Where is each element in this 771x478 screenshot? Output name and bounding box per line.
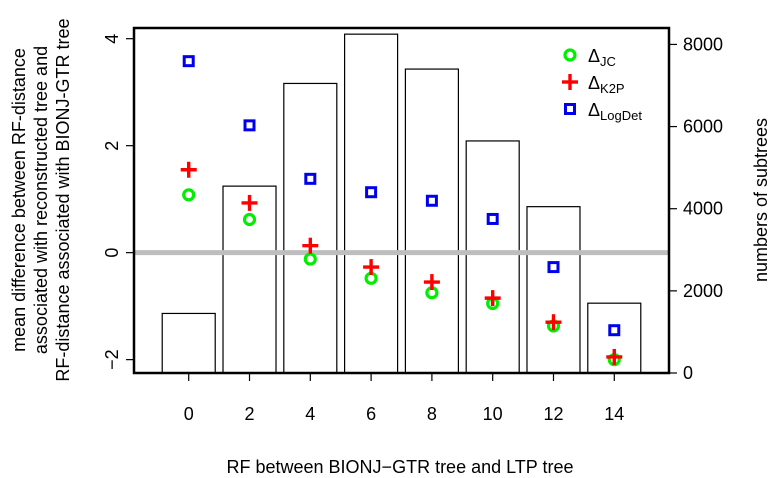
points-layer	[180, 55, 623, 367]
y-left-tick-label--2: −2	[102, 349, 122, 370]
series-k2p	[180, 161, 623, 365]
legend-subscript-k2p: K2P	[600, 81, 625, 96]
point-k2p-4	[302, 237, 319, 254]
point-jc-2	[242, 212, 257, 227]
y-left-tick-label-2: 2	[102, 141, 122, 151]
legend-marker-jc	[563, 48, 577, 62]
point-k2p-8	[423, 274, 440, 291]
bar-6	[344, 33, 399, 374]
y-axis-left-label-line-2: associated with reconstructed tree and	[31, 46, 51, 354]
point-logdet-0	[182, 55, 195, 68]
point-k2p-0	[180, 161, 197, 178]
bar-4	[283, 82, 338, 374]
x-axis: 0 2 4 6 8 10 12 14	[184, 373, 624, 424]
x-tick-label-0: 0	[184, 404, 194, 424]
y-left-tick-label-0: 0	[102, 248, 122, 258]
legend-subscript-jc: JC	[600, 54, 616, 69]
legend-subscript-logdet: LogDet	[600, 108, 642, 123]
legend-label-logdet: ΔLogDet	[588, 100, 642, 123]
x-tick-label-2: 2	[245, 404, 255, 424]
x-tick-label-6: 6	[366, 404, 376, 424]
y-right-tick-label-2000: 2000	[683, 281, 723, 301]
legend-label-jc: ΔJC	[588, 46, 616, 69]
point-k2p-10	[484, 290, 501, 307]
bar-12	[526, 206, 581, 374]
legend-marker-logdet	[564, 103, 576, 115]
point-logdet-6	[365, 186, 378, 199]
point-k2p-6	[363, 259, 380, 276]
legend-item-k2p: ΔK2P	[562, 73, 625, 96]
y-axis-left: −2 0 2 4	[102, 34, 134, 370]
point-logdet-4	[304, 172, 317, 185]
x-tick-label-12: 12	[543, 404, 563, 424]
point-k2p-14	[606, 348, 623, 365]
x-axis-label: RF between BIONJ−GTR tree and LTP tree	[227, 457, 574, 477]
y-right-tick-label-8000: 8000	[683, 34, 723, 54]
point-jc-4	[303, 252, 317, 266]
y-axis-right: 0 2000 4000 6000 8000	[669, 34, 723, 383]
y-right-tick-label-6000: 6000	[683, 117, 723, 137]
point-logdet-12	[547, 261, 560, 274]
bar-8	[404, 68, 459, 374]
y-left-tick-label-4: 4	[102, 34, 122, 44]
series-jc	[182, 188, 621, 367]
point-logdet-8	[425, 194, 438, 207]
y-axis-right-label: numbers of subtrees	[751, 118, 771, 282]
legend-item-logdet: ΔLogDet	[564, 100, 642, 123]
legend-item-jc: ΔJC	[563, 46, 616, 69]
x-tick-label-14: 14	[604, 404, 624, 424]
point-k2p-12	[545, 314, 562, 331]
point-jc-0	[182, 188, 196, 202]
x-tick-label-10: 10	[483, 404, 503, 424]
legend-label-k2p: ΔK2P	[588, 73, 625, 96]
series-logdet	[182, 55, 621, 337]
y-axis-left-label: mean difference between RF-distance asso…	[9, 18, 73, 381]
point-logdet-10	[486, 212, 499, 225]
plot-frame	[132, 26, 671, 375]
y-right-tick-label-0: 0	[683, 363, 693, 383]
bar-0	[161, 312, 216, 374]
point-logdet-14	[608, 324, 621, 337]
point-logdet-2	[243, 119, 256, 132]
bar-10	[465, 140, 520, 374]
y-axis-left-label-line-1: mean difference between RF-distance	[9, 48, 29, 352]
y-right-tick-label-4000: 4000	[683, 199, 723, 219]
x-tick-label-8: 8	[427, 404, 437, 424]
legend-marker-k2p	[562, 74, 578, 90]
x-tick-label-4: 4	[305, 404, 315, 424]
y-axis-left-label-line-3: RF-distance associated with BIONJ-GTR tr…	[53, 18, 73, 381]
point-k2p-2	[241, 194, 258, 211]
legend: ΔJC ΔK2P ΔLogDet	[562, 46, 642, 123]
